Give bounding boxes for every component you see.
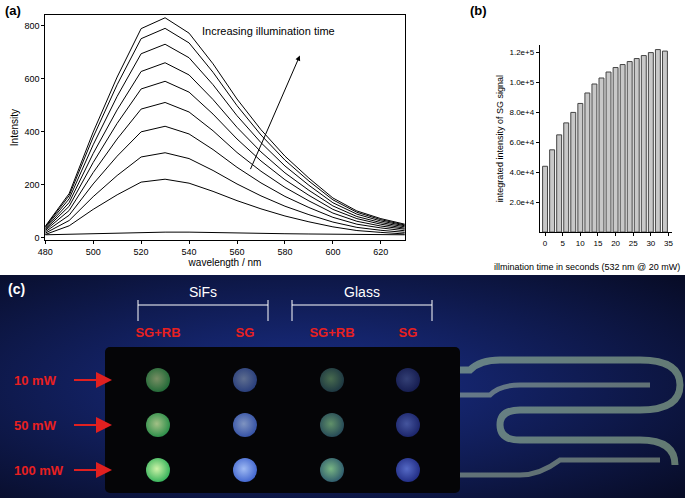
svg-text:30: 30	[646, 239, 655, 248]
svg-text:480: 480	[38, 247, 53, 257]
svg-text:580: 580	[277, 247, 292, 257]
svg-text:SiFs: SiFs	[189, 284, 217, 300]
svg-text:0: 0	[543, 239, 548, 248]
svg-text:600: 600	[24, 74, 39, 84]
svg-text:4.0e+4: 4.0e+4	[509, 168, 534, 177]
svg-text:20: 20	[611, 239, 620, 248]
svg-text:wavelength / nm: wavelength / nm	[188, 257, 262, 268]
svg-text:1.0e+5: 1.0e+5	[509, 78, 534, 87]
svg-text:SG+RB: SG+RB	[309, 325, 354, 340]
svg-text:integrated intensity of SG sig: integrated intensity of SG signal	[495, 75, 505, 202]
svg-text:800: 800	[24, 21, 39, 31]
svg-text:5: 5	[560, 239, 565, 248]
svg-text:0: 0	[34, 233, 39, 243]
svg-text:Increasing illumination time: Increasing illumination time	[202, 25, 335, 37]
svg-text:2.0e+4: 2.0e+4	[509, 198, 534, 207]
svg-text:560: 560	[229, 247, 244, 257]
svg-text:(b): (b)	[470, 3, 487, 18]
svg-text:illmination time in seconds (5: illmination time in seconds (532 nm @ 20…	[494, 262, 680, 272]
svg-text:SG: SG	[236, 325, 255, 340]
svg-text:100 mW: 100 mW	[14, 463, 64, 478]
svg-text:SG: SG	[399, 325, 418, 340]
svg-text:8.0e+4: 8.0e+4	[509, 108, 534, 117]
svg-text:500: 500	[86, 247, 101, 257]
svg-text:Intensity: Intensity	[9, 109, 20, 146]
svg-text:540: 540	[182, 247, 197, 257]
svg-text:(a): (a)	[5, 3, 21, 18]
svg-text:6.0e+4: 6.0e+4	[509, 138, 534, 147]
svg-text:600: 600	[325, 247, 340, 257]
svg-text:200: 200	[24, 180, 39, 190]
svg-text:1.2e+5: 1.2e+5	[509, 48, 534, 57]
svg-text:10: 10	[576, 239, 585, 248]
svg-text:SG+RB: SG+RB	[135, 325, 180, 340]
svg-text:15: 15	[593, 239, 602, 248]
svg-text:10 mW: 10 mW	[14, 373, 57, 388]
svg-text:620: 620	[373, 247, 388, 257]
svg-text:400: 400	[24, 127, 39, 137]
svg-text:25: 25	[629, 239, 638, 248]
svg-text:(c): (c)	[8, 281, 25, 297]
svg-text:50 mW: 50 mW	[14, 418, 57, 433]
svg-text:Glass: Glass	[344, 284, 380, 300]
svg-text:35: 35	[664, 239, 673, 248]
svg-text:520: 520	[134, 247, 149, 257]
